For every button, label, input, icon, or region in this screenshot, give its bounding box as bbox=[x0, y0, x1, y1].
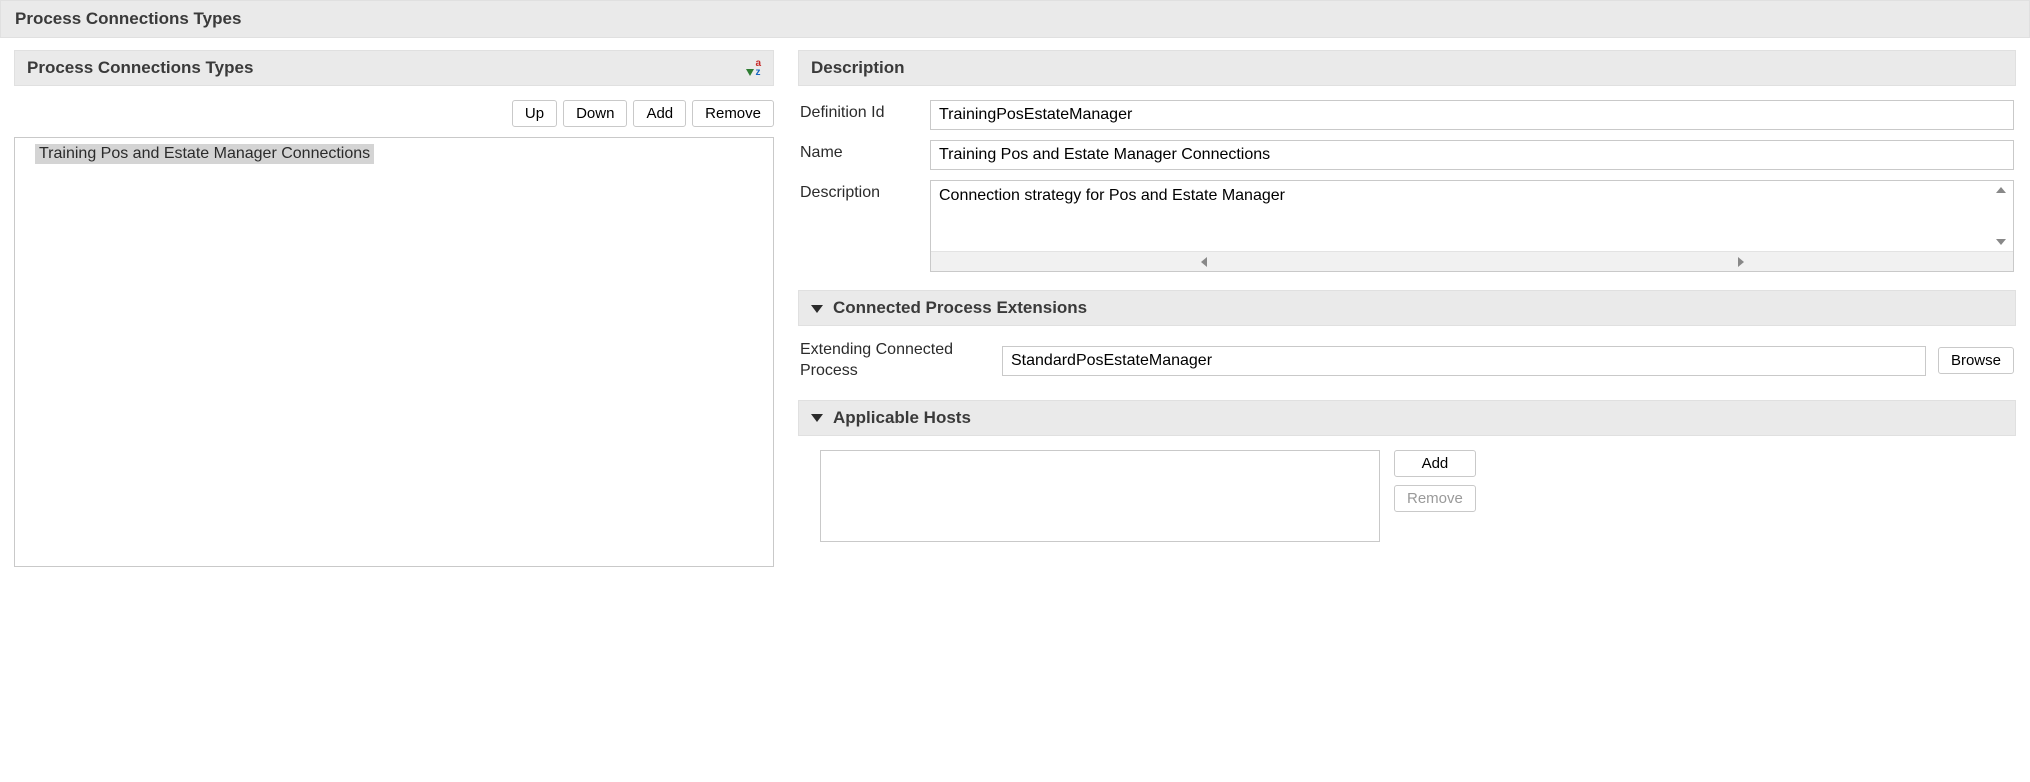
description-textarea-wrap bbox=[930, 180, 2014, 272]
scroll-up-icon bbox=[1996, 187, 2006, 193]
list-button-row: Up Down Add Remove bbox=[14, 86, 774, 137]
left-panel-header: Process Connections Types bbox=[27, 58, 253, 78]
hosts-header-text: Applicable Hosts bbox=[833, 408, 971, 427]
hosts-buttons: Add Remove bbox=[1394, 450, 1476, 512]
list-item[interactable]: Training Pos and Estate Manager Connecti… bbox=[35, 144, 374, 164]
down-button[interactable]: Down bbox=[563, 100, 627, 127]
remove-button[interactable]: Remove bbox=[692, 100, 774, 127]
definition-id-label: Definition Id bbox=[800, 100, 920, 122]
scroll-down-icon bbox=[1996, 239, 2006, 245]
left-panel: Process Connections Types az Up Down Add… bbox=[14, 50, 774, 567]
description-label: Description bbox=[800, 180, 920, 202]
chevron-down-icon bbox=[811, 305, 823, 313]
hosts-body: Add Remove bbox=[798, 436, 2016, 550]
up-button[interactable]: Up bbox=[512, 100, 557, 127]
add-button[interactable]: Add bbox=[633, 100, 686, 127]
connection-types-list[interactable]: Training Pos and Estate Manager Connecti… bbox=[14, 137, 774, 567]
horizontal-scrollbar[interactable] bbox=[931, 251, 2013, 271]
name-label: Name bbox=[800, 140, 920, 162]
hosts-list[interactable] bbox=[820, 450, 1380, 542]
vertical-scrollbar[interactable] bbox=[1991, 183, 2011, 249]
definition-id-input[interactable] bbox=[930, 100, 2014, 130]
browse-button[interactable]: Browse bbox=[1938, 347, 2014, 374]
chevron-down-icon bbox=[811, 414, 823, 422]
extensions-header-text: Connected Process Extensions bbox=[833, 298, 1087, 317]
extending-process-label: Extending Connected Process bbox=[800, 340, 990, 382]
hosts-header[interactable]: Applicable Hosts bbox=[798, 400, 2016, 436]
right-panel: Description Definition Id Name Descripti… bbox=[798, 50, 2016, 567]
extensions-row: Extending Connected Process Browse bbox=[798, 326, 2016, 400]
description-form: Definition Id Name Description bbox=[798, 86, 2016, 290]
description-header: Description bbox=[798, 50, 2016, 86]
name-input[interactable] bbox=[930, 140, 2014, 170]
hosts-add-button[interactable]: Add bbox=[1394, 450, 1476, 477]
hosts-remove-button[interactable]: Remove bbox=[1394, 485, 1476, 512]
description-textarea[interactable] bbox=[931, 181, 2013, 251]
sort-az-icon[interactable]: az bbox=[746, 59, 761, 77]
left-panel-header-bar: Process Connections Types az bbox=[14, 50, 774, 86]
extensions-header[interactable]: Connected Process Extensions bbox=[798, 290, 2016, 326]
extending-process-input[interactable] bbox=[1002, 346, 1926, 376]
scroll-left-icon bbox=[1201, 257, 1207, 267]
scroll-right-icon bbox=[1738, 257, 1744, 267]
page-title: Process Connections Types bbox=[0, 0, 2030, 38]
